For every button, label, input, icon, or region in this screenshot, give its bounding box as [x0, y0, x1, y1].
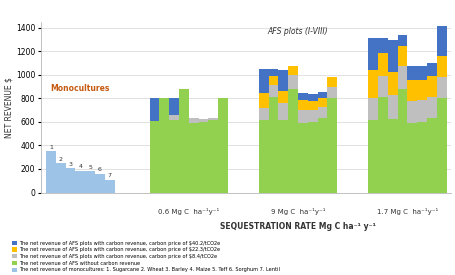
Bar — [387, 95, 397, 119]
Bar — [377, 53, 387, 76]
Y-axis label: NET REVENUE $: NET REVENUE $ — [4, 77, 13, 138]
Bar — [288, 75, 298, 89]
Bar — [387, 72, 397, 95]
Text: 2: 2 — [59, 157, 62, 162]
Bar — [397, 89, 406, 192]
Bar — [387, 40, 397, 72]
Bar — [436, 26, 445, 56]
Bar — [218, 98, 228, 192]
Bar — [367, 120, 377, 192]
Bar — [105, 180, 114, 192]
Bar — [95, 174, 105, 192]
Bar — [426, 76, 436, 97]
Bar — [307, 122, 317, 192]
Text: 9 Mg C  ha⁻¹y⁻¹: 9 Mg C ha⁻¹y⁻¹ — [270, 208, 324, 215]
Text: SEQUESTRATION RATE Mg C ha⁻¹ y⁻¹: SEQUESTRATION RATE Mg C ha⁻¹ y⁻¹ — [220, 222, 375, 231]
Bar — [288, 66, 298, 75]
Bar — [169, 115, 179, 120]
Bar — [327, 77, 337, 87]
Bar — [179, 89, 188, 192]
Bar — [149, 121, 159, 192]
Text: 0.6 Mg C  ha⁻¹y⁻¹: 0.6 Mg C ha⁻¹y⁻¹ — [158, 208, 219, 215]
Bar — [169, 98, 179, 115]
Bar — [406, 123, 416, 192]
Bar — [149, 98, 159, 121]
Bar — [406, 80, 416, 101]
Bar — [298, 110, 307, 123]
Bar — [298, 123, 307, 192]
Bar — [278, 91, 288, 103]
Bar — [436, 77, 445, 98]
Bar — [298, 93, 307, 100]
Bar — [436, 56, 445, 77]
Bar — [367, 39, 377, 70]
Text: 3: 3 — [68, 162, 72, 167]
Bar — [327, 98, 337, 192]
Bar — [188, 119, 198, 123]
Bar — [317, 92, 327, 98]
Bar — [436, 98, 445, 192]
Bar — [307, 94, 317, 101]
Bar — [416, 80, 426, 100]
Bar — [208, 120, 218, 192]
Text: 1: 1 — [49, 145, 53, 150]
Bar — [387, 119, 397, 192]
Bar — [307, 101, 317, 110]
Bar — [169, 120, 179, 192]
Bar — [278, 70, 288, 91]
Text: 6: 6 — [98, 167, 101, 172]
Bar — [307, 110, 317, 122]
Bar — [317, 119, 327, 192]
Text: 5: 5 — [88, 165, 92, 170]
Bar — [406, 65, 416, 80]
Bar — [426, 97, 436, 118]
Bar — [327, 87, 337, 98]
Bar — [268, 76, 278, 86]
Bar — [397, 46, 406, 66]
Bar — [317, 98, 327, 107]
Bar — [406, 101, 416, 123]
Bar — [268, 97, 278, 192]
Bar — [198, 119, 208, 122]
Bar — [258, 108, 268, 120]
Bar — [416, 122, 426, 192]
Bar — [258, 69, 268, 93]
Bar — [397, 35, 406, 46]
Bar — [198, 122, 208, 192]
Bar — [208, 118, 218, 120]
Bar — [416, 100, 426, 122]
Bar — [258, 120, 268, 192]
Bar — [426, 118, 436, 192]
Bar — [268, 86, 278, 97]
Bar — [66, 168, 75, 192]
Bar — [397, 66, 406, 89]
Bar — [317, 107, 327, 119]
Bar — [85, 171, 95, 192]
Legend: The net revenue of AFS plots with carbon revenue, carbon price of $40.2/tCO2e, T: The net revenue of AFS plots with carbon… — [11, 241, 279, 273]
Bar — [258, 93, 268, 108]
Bar — [278, 120, 288, 192]
Bar — [377, 76, 387, 97]
Text: 7: 7 — [107, 174, 111, 178]
Bar — [367, 98, 377, 120]
Bar — [278, 103, 288, 120]
Bar — [367, 70, 377, 98]
Bar — [159, 98, 169, 192]
Bar — [75, 171, 85, 192]
Text: 4: 4 — [78, 164, 82, 169]
Bar — [288, 89, 298, 192]
Bar — [56, 163, 66, 192]
Bar — [298, 100, 307, 110]
Bar — [416, 66, 426, 80]
Text: 1.7 Mg C  ha⁻¹y⁻¹: 1.7 Mg C ha⁻¹y⁻¹ — [376, 208, 437, 215]
Bar — [268, 69, 278, 76]
Bar — [46, 151, 56, 192]
Text: Monocultures: Monocultures — [51, 84, 110, 93]
Bar — [188, 123, 198, 192]
Bar — [426, 63, 436, 76]
Bar — [377, 39, 387, 53]
Bar — [377, 97, 387, 192]
Text: AFS plots (I-VIII): AFS plots (I-VIII) — [267, 27, 328, 36]
